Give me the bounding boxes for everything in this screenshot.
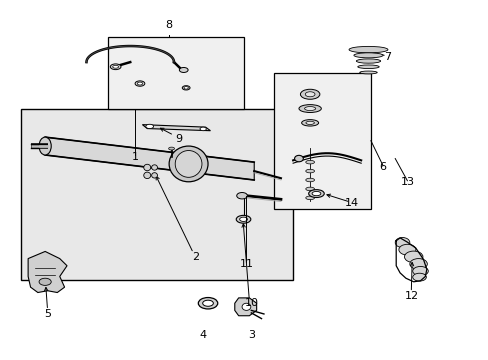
Ellipse shape [145, 124, 153, 129]
Text: 1: 1 [131, 152, 138, 162]
Ellipse shape [305, 92, 314, 97]
Text: 5: 5 [44, 309, 51, 319]
Ellipse shape [305, 178, 314, 182]
Ellipse shape [298, 105, 321, 112]
Text: 11: 11 [240, 259, 253, 269]
Ellipse shape [39, 137, 51, 155]
Ellipse shape [143, 172, 150, 179]
Text: 9: 9 [175, 134, 182, 144]
Ellipse shape [151, 173, 157, 178]
Ellipse shape [182, 86, 190, 90]
Bar [108, 37, 244, 109]
Ellipse shape [135, 81, 144, 86]
Ellipse shape [200, 127, 206, 131]
Ellipse shape [359, 71, 376, 74]
Ellipse shape [151, 165, 157, 170]
Text: 2: 2 [192, 252, 199, 262]
Text: 3: 3 [248, 330, 255, 341]
Ellipse shape [305, 121, 314, 125]
Ellipse shape [305, 160, 314, 164]
Ellipse shape [398, 244, 415, 255]
Ellipse shape [39, 278, 51, 285]
Ellipse shape [198, 297, 217, 309]
Ellipse shape [311, 192, 320, 196]
Text: 8: 8 [165, 19, 172, 30]
Ellipse shape [169, 146, 207, 182]
Ellipse shape [110, 64, 121, 69]
Ellipse shape [300, 89, 319, 99]
Bar [273, 73, 370, 208]
Ellipse shape [356, 59, 380, 63]
Ellipse shape [301, 120, 318, 126]
Ellipse shape [202, 300, 213, 306]
Ellipse shape [168, 147, 174, 150]
Ellipse shape [412, 266, 427, 276]
Bar [21, 109, 292, 280]
Ellipse shape [239, 217, 247, 221]
Ellipse shape [305, 196, 314, 200]
Ellipse shape [179, 67, 188, 72]
Ellipse shape [137, 82, 142, 85]
Ellipse shape [305, 169, 314, 173]
Ellipse shape [242, 303, 250, 310]
Ellipse shape [294, 156, 303, 162]
Ellipse shape [404, 251, 422, 262]
Ellipse shape [348, 46, 387, 53]
Ellipse shape [357, 65, 378, 68]
Ellipse shape [183, 87, 188, 89]
Text: 7: 7 [384, 52, 391, 62]
Text: 10: 10 [244, 298, 258, 308]
Text: 12: 12 [405, 291, 418, 301]
Ellipse shape [304, 107, 315, 111]
Ellipse shape [236, 215, 250, 223]
Polygon shape [234, 298, 256, 316]
Ellipse shape [143, 164, 150, 171]
Ellipse shape [412, 273, 426, 281]
Polygon shape [28, 251, 67, 293]
Text: 14: 14 [344, 198, 358, 208]
Text: 13: 13 [400, 177, 413, 187]
Ellipse shape [175, 150, 202, 177]
Polygon shape [142, 125, 210, 131]
Ellipse shape [394, 238, 409, 248]
Polygon shape [45, 137, 254, 180]
Ellipse shape [308, 190, 324, 198]
Text: 6: 6 [379, 162, 386, 172]
Ellipse shape [353, 53, 382, 58]
Text: 4: 4 [199, 330, 206, 341]
Ellipse shape [236, 193, 247, 199]
Ellipse shape [409, 258, 427, 269]
Ellipse shape [305, 187, 314, 191]
Ellipse shape [113, 65, 118, 68]
